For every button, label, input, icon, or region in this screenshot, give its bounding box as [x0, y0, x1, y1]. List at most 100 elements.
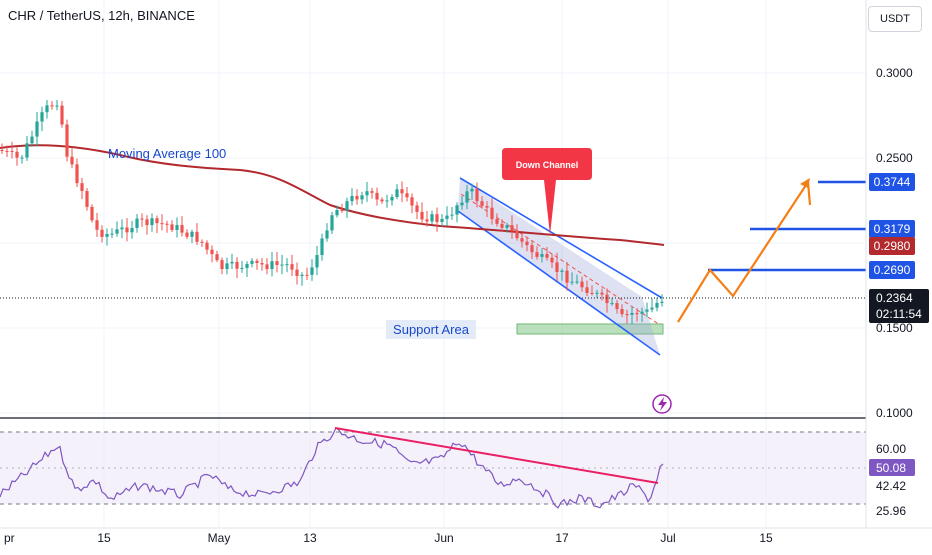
candle-body	[25, 143, 29, 158]
channel-upper-line	[459, 177, 663, 299]
candle-body	[380, 199, 384, 202]
candle-body	[210, 249, 214, 255]
candle-body	[405, 193, 409, 198]
candle-body	[350, 195, 354, 202]
candle-body	[45, 105, 49, 113]
candle-body	[35, 121, 39, 137]
candle-body	[580, 281, 584, 288]
rsi-line	[0, 426, 664, 509]
candle-body	[55, 105, 59, 107]
time-axis[interactable]: pr 15 May 13 Jun 17 Jul 15	[4, 531, 773, 545]
candle-body	[360, 195, 364, 200]
candle-body	[410, 197, 414, 206]
candle-body	[250, 260, 254, 264]
candle-body	[590, 292, 594, 294]
candle-body	[495, 219, 499, 224]
candle-body	[270, 261, 274, 270]
lightning-icon[interactable]	[652, 394, 672, 414]
svg-text:0.2364: 0.2364	[876, 291, 913, 305]
candle-body	[565, 270, 569, 283]
candle-body	[425, 219, 429, 222]
candle-body	[490, 207, 494, 220]
candle-body	[190, 231, 194, 237]
candle-body	[320, 238, 324, 256]
down-channel-callout	[502, 148, 592, 235]
candle-body	[570, 281, 574, 283]
time-axis-bg	[0, 528, 932, 550]
candle-body	[415, 205, 419, 212]
candle-body	[200, 241, 204, 243]
candle-body	[50, 105, 54, 107]
candle-body	[155, 218, 159, 224]
time-label-apr: pr	[4, 531, 15, 545]
candle-body	[290, 264, 294, 270]
candle-body	[620, 309, 624, 315]
candle-body	[555, 262, 559, 272]
candle-body	[110, 233, 114, 235]
rsi-tick-42: 42.42	[876, 479, 906, 493]
symbol-title[interactable]: CHR / TetherUS, 12h, BINANCE	[8, 8, 195, 23]
candle-body	[265, 264, 269, 270]
rsi-trendline	[334, 427, 659, 484]
candle-body	[330, 215, 334, 231]
candle-body	[280, 264, 284, 266]
candle-body	[175, 225, 179, 230]
svg-text:0.3744: 0.3744	[874, 175, 911, 189]
candle-body	[325, 230, 329, 239]
candle-body	[575, 281, 579, 283]
candle-body	[630, 312, 634, 315]
candle-body	[10, 150, 14, 152]
projection-path	[677, 181, 809, 323]
candle-body	[310, 267, 314, 275]
candle-body	[215, 254, 219, 261]
svg-text:0.2980: 0.2980	[874, 239, 911, 253]
candle-body	[170, 224, 174, 230]
candle-body	[650, 307, 654, 310]
candle-body	[220, 260, 224, 270]
last-price-label: 0.2364 02:11:54	[869, 289, 929, 323]
candle-body	[205, 242, 209, 250]
candle-body	[80, 183, 84, 192]
candle-body	[535, 252, 539, 257]
candle-body	[20, 157, 24, 159]
time-label-may: May	[208, 531, 231, 545]
candle-body	[440, 218, 444, 222]
candle-body	[510, 225, 514, 231]
candlestick-series	[0, 99, 664, 324]
candle-body	[485, 206, 489, 208]
candle-body	[95, 220, 99, 230]
moving-average-price-label: 0.2980	[869, 237, 915, 255]
candle-body	[450, 214, 454, 216]
candle-body	[470, 188, 474, 192]
candle-body	[600, 292, 604, 295]
channel-fill	[458, 178, 660, 355]
candle-body	[300, 274, 304, 276]
time-label-jun-17: 17	[555, 531, 569, 545]
time-label-jul-15: 15	[759, 531, 773, 545]
candle-body	[395, 189, 399, 198]
moving-average-line	[0, 144, 665, 246]
candle-body	[545, 254, 549, 258]
candle-body	[560, 270, 564, 272]
candle-body	[125, 227, 129, 233]
currency-button[interactable]: USDT	[868, 6, 922, 32]
candle-body	[355, 195, 359, 200]
rsi-current-label: 50.08	[869, 459, 915, 476]
candle-body	[285, 264, 289, 266]
candle-body	[85, 191, 89, 207]
candle-body	[5, 150, 9, 152]
candle-body	[130, 227, 134, 233]
price-tick-label: 0.3000	[876, 66, 913, 80]
time-label-apr-15: 15	[97, 531, 111, 545]
price-tick-label: 0.1500	[876, 321, 913, 335]
candle-body	[460, 202, 464, 206]
candle-body	[65, 124, 69, 157]
candle-body	[655, 302, 659, 308]
candle-body	[90, 206, 94, 221]
candle-body	[115, 229, 119, 234]
candle-body	[70, 156, 74, 165]
candle-body	[610, 303, 614, 305]
support-area-box	[516, 323, 664, 335]
